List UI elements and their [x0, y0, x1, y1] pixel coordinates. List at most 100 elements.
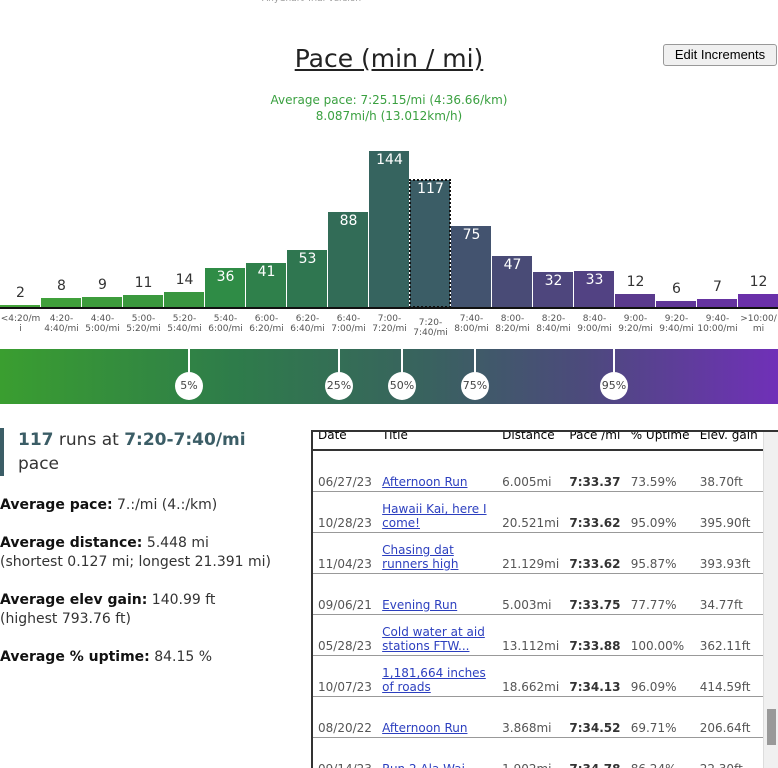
- column-header: % Uptime: [625, 432, 695, 451]
- pace: 7:33.62: [569, 557, 621, 571]
- cell: 7:33.75: [564, 573, 626, 615]
- cell: 395.90ft: [694, 491, 763, 533]
- cell: 20.521mi: [497, 491, 565, 533]
- value-label: 41: [257, 263, 276, 280]
- cell: 21.129mi: [497, 532, 565, 574]
- cell: 09/14/23: [313, 737, 378, 768]
- bar: [82, 297, 122, 307]
- cell: Afternoon Run: [377, 696, 498, 738]
- text: runs at: [58, 430, 119, 450]
- x-tick-label: >10:00/mi: [740, 314, 777, 334]
- cell: 13.112mi: [497, 614, 565, 656]
- bar: [0, 304, 40, 307]
- summary: 117 runs at 7:20-7:40/mi pace: [0, 428, 308, 476]
- cell-text: 11/04/23: [318, 557, 372, 571]
- cell-text: 20.521mi: [502, 516, 560, 530]
- percentile-strip: 5% 25% 50% 75% 95%: [0, 349, 778, 404]
- stat-value: 7.:/mi (4.:/km): [117, 497, 218, 513]
- cell-text: 3.868mi: [502, 721, 552, 735]
- cell-text: 21.129mi: [502, 557, 560, 571]
- cell-text: 09/14/23: [318, 762, 372, 768]
- cell: 10/28/23: [313, 491, 378, 533]
- edit-button[interactable]: Edit Increments: [663, 44, 777, 66]
- cell-text: 95.87%: [630, 557, 677, 571]
- cell: 18.662mi: [497, 655, 565, 697]
- value-label: 53: [298, 250, 317, 267]
- value-label: 14: [175, 271, 194, 288]
- run-link[interactable]: Hawaii Kai, here I come!: [382, 502, 487, 530]
- cell-text: 206.64ft: [699, 721, 751, 735]
- bar: [246, 262, 286, 307]
- cell: Evening Run: [377, 573, 498, 615]
- cell: 7:34.13: [564, 655, 626, 697]
- x-tick-label: 7:40-8:00/mi: [454, 314, 489, 334]
- cell: 06/27/23: [313, 450, 378, 492]
- stat: Average % uptime: 84.15 %: [0, 648, 300, 667]
- cell: 11/04/23: [313, 532, 378, 574]
- run-link[interactable]: Cold water at aid stations FTW...: [382, 625, 485, 653]
- stat-detail: (shortest 0.127 mi; longest 21.391 mi): [0, 554, 271, 570]
- percentile-line: [613, 349, 615, 373]
- text: pace: [18, 454, 60, 474]
- bar: [533, 272, 573, 307]
- column-header: Distance: [497, 432, 565, 451]
- cell: 96.09%: [625, 655, 695, 697]
- run-link[interactable]: 1,181,664 inches of roads: [382, 666, 486, 694]
- run-link[interactable]: Afternoon Run: [382, 475, 468, 489]
- bar: [369, 151, 409, 307]
- cell-text: 6.005mi: [502, 475, 552, 489]
- cell: 86.24%: [625, 737, 695, 768]
- bar: [205, 268, 245, 307]
- cell: 7:34.52: [564, 696, 626, 738]
- header-row: Date Title Distance Pace /mi% Uptime Elev. g…: [313, 432, 763, 451]
- bar: [164, 291, 204, 307]
- x-tick-label: 4:20-4:40/mi: [44, 314, 79, 334]
- cell-text: 05/28/23: [318, 639, 372, 653]
- percentile-line: [338, 349, 340, 373]
- chart-title: Pace (min / mi): [294, 44, 484, 73]
- cell: 09/06/21: [313, 573, 378, 615]
- table-row: 10/28/23 Hawaii Kai, here I come! 20.521mi…: [313, 491, 763, 533]
- run-link[interactable]: Run 2 Ala Wai: [382, 762, 465, 768]
- cell-text: 414.59ft: [699, 680, 751, 694]
- stat-value: 5.448 mi: [146, 535, 209, 551]
- stat: Average pace: 7.:/mi (4.:/km): [0, 496, 300, 515]
- value-label: 2: [16, 284, 25, 301]
- run-link[interactable]: Afternoon Run: [382, 721, 468, 735]
- value-label: 8: [57, 278, 66, 295]
- value-label: 12: [749, 274, 768, 290]
- run-link[interactable]: Chasing dat runners high: [382, 543, 459, 571]
- pace: 7:34.13: [569, 680, 621, 694]
- cell: 6.005mi: [497, 450, 565, 492]
- x-tick-label: <4:20/mi: [0, 314, 41, 334]
- bar: [492, 256, 532, 307]
- percentile-line: [474, 349, 476, 373]
- cell-text: 38.70ft: [699, 475, 743, 489]
- run-link[interactable]: Evening Run: [382, 598, 458, 612]
- cell-text: 100.00%: [630, 639, 685, 653]
- cell: 95.09%: [625, 491, 695, 533]
- count: 117: [18, 430, 54, 450]
- scroll-thumb[interactable]: [767, 709, 776, 745]
- cell: 7:33.62: [564, 532, 626, 574]
- x-tick-label: 6:00-6:20/mi: [249, 314, 284, 334]
- cell-text: 18.662mi: [502, 680, 560, 694]
- value-label: 9: [98, 277, 107, 294]
- value-label: 47: [503, 257, 522, 274]
- bar: [738, 294, 778, 307]
- table-row: 08/20/22 Afternoon Run 3.868mi 7:34.52 69.71…: [313, 696, 763, 738]
- table-row: 06/27/23 Afternoon Run 6.005mi 7:33.37 73.59…: [313, 450, 763, 492]
- cell: 7:34.78: [564, 737, 626, 768]
- bar: [328, 211, 368, 307]
- percentile-marker: 95%: [600, 372, 628, 400]
- cell-text: 09/06/21: [318, 598, 372, 612]
- value-label: 36: [216, 269, 235, 285]
- cell-text: 06/27/23: [318, 475, 372, 489]
- scrollbar[interactable]: [763, 432, 778, 768]
- value-label: 88: [339, 212, 358, 229]
- cell-text: 77.77%: [630, 598, 677, 612]
- cell-text: 73.59%: [630, 475, 677, 489]
- cell-text: 10/28/23: [318, 516, 372, 530]
- bar: [574, 271, 614, 307]
- value-label: 11: [134, 275, 153, 292]
